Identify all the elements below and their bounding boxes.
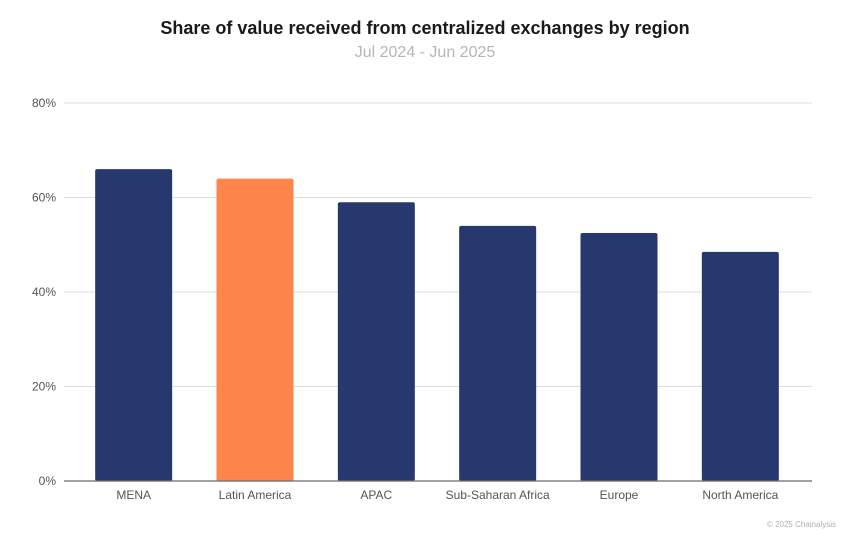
y-tick-label: 0% [39,474,57,488]
bar-europe [580,232,658,481]
bar-mena [95,169,173,481]
x-category-label: Sub-Saharan Africa [446,488,550,502]
y-axis-ticks: 0% 20% 40% 60% 80% [32,96,56,488]
bar-apac [337,202,415,481]
source-credit: © 2025 Chainalysis [766,520,836,529]
x-category-label: MENA [116,488,151,502]
bar-north-america [701,251,779,481]
y-tick-label: 60% [32,191,56,205]
bars [95,169,779,481]
bar-sub-saharan-africa [459,225,537,481]
x-category-label: Latin America [219,488,292,502]
y-tick-label: 40% [32,285,56,299]
gridlines [64,102,812,387]
x-axis-labels: MENA Latin America APAC Sub-Saharan Africa E… [116,488,778,502]
chart-title: Share of value received from centralized… [160,18,690,38]
chart-subtitle: Jul 2024 - Jun 2025 [354,44,496,61]
x-category-label: North America [702,488,778,502]
y-tick-label: 20% [32,380,56,394]
x-category-label: APAC [360,488,392,502]
y-tick-label: 80% [32,96,56,110]
bar-latin-america [216,178,294,481]
x-category-label: Europe [600,488,639,502]
